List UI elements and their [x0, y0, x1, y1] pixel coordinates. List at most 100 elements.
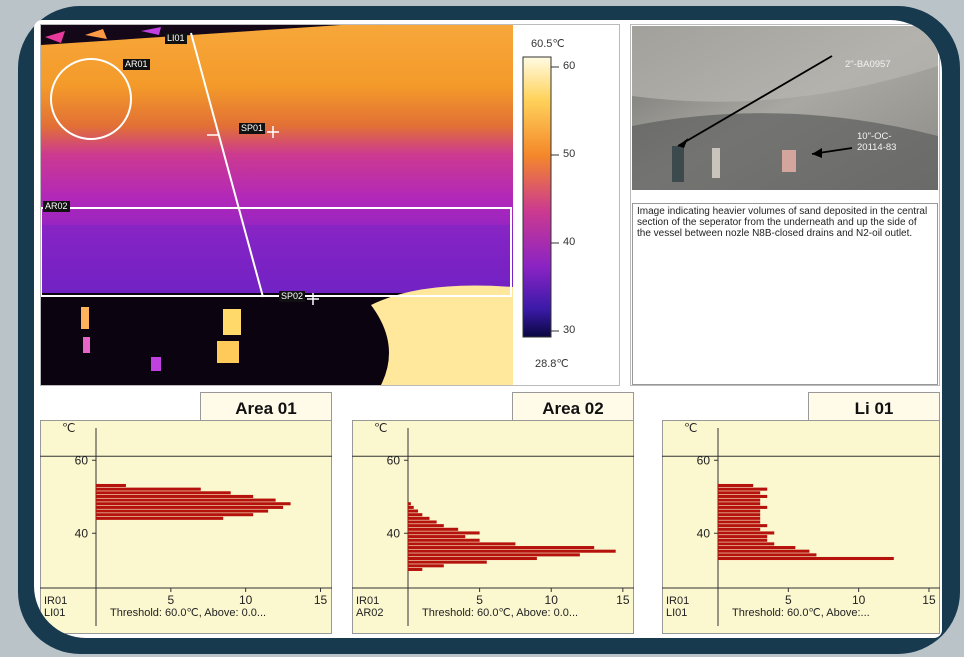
- x-tick-label: 5: [785, 593, 792, 607]
- corner-label: LI01: [666, 607, 687, 619]
- thermal-image-panel: LI01 AR01 SP01 AR02 SP02 60.5℃: [40, 24, 620, 386]
- histogram-bar: [96, 498, 276, 502]
- x-tick-label: 10: [545, 593, 559, 607]
- histogram-bar: [718, 538, 768, 542]
- histogram-area01: Area 01 ℃ 60 40 5 10 15 IR01 LI01 Threshold: 60.…: [40, 392, 332, 634]
- histogram-bar: [96, 483, 126, 488]
- line-li01: [190, 32, 264, 298]
- x-tick-label: 15: [616, 593, 630, 607]
- overlay-label-ar02: AR02: [43, 201, 70, 212]
- histogram-bar: [96, 494, 254, 498]
- histogram-bar: [718, 527, 761, 531]
- histogram-bar: [408, 531, 480, 535]
- overlay-label-sp02: SP02: [279, 291, 306, 302]
- x-tick-label: 5: [476, 593, 483, 607]
- histogram-bar: [96, 509, 269, 513]
- threshold-footer: Threshold: 60.0℃, Above: 0.0...: [110, 607, 266, 619]
- scale-tick-30: 30: [563, 324, 576, 336]
- histogram-bar: [718, 509, 761, 513]
- x-tick-label: 10: [239, 593, 253, 607]
- photo-annotation-pipe-2: 10"-OC- 20114-83: [857, 131, 897, 153]
- histogram-bar: [718, 531, 775, 535]
- histogram-bar: [408, 505, 414, 509]
- photo-panel: 2"-BA0957 10"-OC- 20114-83 Image indicat…: [630, 24, 940, 386]
- y-tick-label: 60: [387, 453, 401, 467]
- histogram-bar: [718, 513, 761, 517]
- histogram-bar: [408, 567, 423, 571]
- corner-label: IR01: [666, 595, 689, 607]
- histogram-bar: [408, 546, 595, 550]
- corner-label: IR01: [44, 595, 67, 607]
- histogram-bar: [718, 505, 768, 509]
- threshold-footer: Threshold: 60.0℃, Above: 0.0...: [422, 607, 578, 619]
- y-unit-label: ℃: [62, 421, 75, 435]
- y-tick-label: 40: [387, 526, 401, 540]
- histogram-bar: [96, 505, 284, 509]
- x-tick-label: 5: [167, 593, 174, 607]
- y-tick-label: 60: [75, 453, 89, 467]
- histogram-bar: [718, 498, 761, 502]
- y-tick-label: 40: [75, 526, 89, 540]
- histogram-bar: [718, 553, 817, 557]
- thermal-image: [41, 25, 513, 385]
- scale-max-label: 60.5℃: [531, 38, 565, 50]
- histogram-bar: [408, 524, 444, 528]
- histogram-bar: [408, 535, 466, 539]
- area-ar02-rect: [41, 207, 512, 297]
- histogram-bar: [408, 527, 459, 531]
- histogram-bar: [718, 502, 761, 506]
- corner-label: AR02: [356, 607, 384, 619]
- histogram-bar: [408, 509, 419, 513]
- overlay-label-sp01: SP01: [239, 123, 266, 134]
- overlay-label-li01: LI01: [165, 33, 187, 44]
- histogram-area02: Area 02 ℃ 60 40 5 10 15 IR01 AR02 Threshold: 60.…: [352, 392, 634, 634]
- y-unit-label: ℃: [374, 421, 387, 435]
- scale-min-label: 28.8℃: [535, 358, 569, 370]
- histogram-bar: [718, 546, 796, 550]
- report-sheet: LI01 AR01 SP01 AR02 SP02 60.5℃: [34, 20, 942, 638]
- area-ar01-circle: [50, 58, 132, 140]
- scale-tick-40: 40: [563, 236, 576, 248]
- histogram-bar: [408, 553, 580, 557]
- scale-tick-60: 60: [563, 60, 576, 72]
- scale-tick-50: 50: [563, 148, 576, 160]
- histogram-bar: [408, 542, 516, 546]
- histogram-bar: [718, 524, 768, 528]
- histogram-bar: [408, 564, 444, 568]
- histogram-li01: Li 01 ℃ 60 40 5 10 15 IR01 LI01 Threshold: 60.0℃…: [662, 392, 940, 634]
- histogram-bar: [408, 556, 537, 561]
- histogram-bar: [718, 549, 810, 553]
- histogram-bar: [96, 513, 254, 517]
- photo-annotation-pipe-1: 2"-BA0957: [845, 59, 891, 70]
- x-tick-label: 10: [852, 593, 866, 607]
- histogram-bar: [408, 549, 616, 553]
- histogram-bar: [96, 516, 224, 520]
- histogram-bar: [408, 516, 430, 520]
- histogram-bar: [408, 502, 411, 506]
- histogram-bar: [718, 516, 761, 520]
- x-tick-label: 15: [922, 593, 936, 607]
- corner-label: IR01: [356, 595, 379, 607]
- histogram-bar: [718, 494, 768, 498]
- histogram-bar: [408, 520, 437, 524]
- histogram-bar: [718, 491, 761, 495]
- y-tick-label: 40: [697, 526, 711, 540]
- color-scale-bar: [522, 56, 559, 338]
- histogram-bar: [408, 560, 487, 564]
- visual-photo: [632, 26, 938, 190]
- x-tick-label: 15: [314, 593, 328, 607]
- histogram-bar: [718, 542, 775, 546]
- histogram-bar: [718, 520, 761, 524]
- histogram-bar: [408, 513, 423, 517]
- histogram-bar: [408, 538, 480, 542]
- y-unit-label: ℃: [684, 421, 697, 435]
- histogram-bar: [96, 502, 291, 506]
- threshold-footer: Threshold: 60.0℃, Above:...: [732, 607, 870, 619]
- histogram-bar: [718, 487, 768, 491]
- histogram-bar: [718, 556, 894, 561]
- histogram-bar: [718, 483, 754, 488]
- inspection-note: Image indicating heavier volumes of sand…: [632, 203, 938, 385]
- corner-label: LI01: [44, 607, 65, 619]
